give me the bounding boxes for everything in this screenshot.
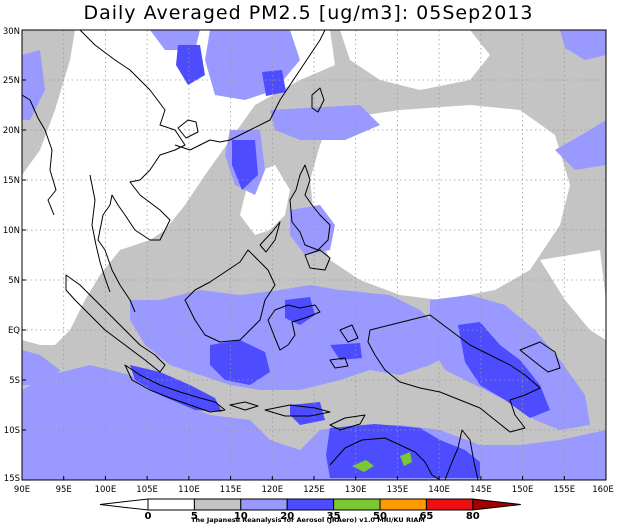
lon-tick-label: 155E	[553, 485, 575, 495]
colorbar-segment	[193, 498, 242, 511]
coastlines	[22, 30, 561, 480]
lon-tick-label: 105E	[136, 485, 158, 495]
lat-tick-label: 5N	[8, 276, 20, 286]
field-green-patch	[352, 460, 374, 472]
pm25-field	[22, 30, 606, 480]
field-green-patch-2	[400, 452, 412, 466]
coast-sulawesi	[267, 304, 321, 351]
lon-tick-label: 150E	[512, 485, 534, 495]
lon-tick-label: 130E	[345, 485, 367, 495]
colorbar-over-triangle	[472, 498, 521, 511]
colorbar-segment	[379, 498, 427, 511]
colorbar-label: 5	[191, 511, 198, 522]
map-title: Daily Averaged PM2.5 [ug/m3]: 05Sep2013	[83, 2, 534, 24]
colorbar-segment	[286, 498, 335, 511]
frame-ticks	[22, 79, 565, 480]
coast-indochina	[79, 30, 186, 313]
coast-india-myanmar	[22, 94, 57, 216]
coast-nusa-tenggara	[264, 404, 331, 417]
colorbar-segment	[333, 498, 381, 511]
lat-tick-label: EQ	[8, 326, 20, 336]
colorbar-label: 35	[327, 511, 341, 522]
lon-tick-label: 125E	[303, 485, 325, 495]
lat-tick-label: 30N	[3, 27, 20, 37]
coast-taiwan	[311, 87, 325, 113]
coast-new-guinea	[367, 314, 541, 433]
colorbar-label: 65	[419, 511, 433, 522]
lon-tick-label: 140E	[428, 485, 450, 495]
coast-java	[124, 364, 226, 413]
colorbar-label: 10	[234, 511, 248, 522]
coast-cape-york	[444, 429, 479, 480]
lon-tick-label: 95E	[56, 485, 72, 495]
coast-hainan	[177, 119, 199, 139]
credit-text: The Japanese Reanalysis for Aerosol (JRA…	[191, 516, 425, 524]
lon-tick-label: 145E	[470, 485, 492, 495]
coast-seram	[329, 357, 349, 369]
coast-halmahera	[339, 324, 359, 343]
lon-tick-label: 160E	[592, 485, 614, 495]
lon-tick-label: 135E	[387, 485, 409, 495]
coast-north-australia	[329, 437, 441, 480]
lat-tick-label: 5S	[9, 376, 20, 386]
colorbar-under-triangle	[99, 498, 149, 511]
coast-sumatra	[65, 274, 166, 373]
coast-palawan	[259, 221, 281, 253]
coast-timor	[329, 414, 366, 431]
lon-tick-label: 120E	[261, 485, 283, 495]
lat-tick-label: 20N	[3, 126, 20, 136]
coast-philippines	[289, 164, 331, 251]
coast-mindanao	[304, 249, 331, 271]
coast-bali-lombok	[229, 401, 259, 411]
colorbar-segment	[240, 498, 288, 511]
colorbar-label: 0	[145, 511, 152, 522]
coast-borneo	[184, 249, 276, 343]
lat-tick-label: 25N	[3, 76, 20, 86]
colorbar-label: 80	[466, 511, 480, 522]
colorbar-segment	[147, 498, 195, 511]
lon-tick-labels: 90E 95E 100E 105E 110E 115E 120E 125E 13…	[14, 485, 614, 495]
lat-tick-label: 15N	[3, 176, 20, 186]
lon-tick-label: 100E	[95, 485, 117, 495]
lat-tick-label: 15S	[4, 474, 20, 484]
lat-tick-label: 10S	[4, 426, 20, 436]
colorbar-label: 20	[280, 511, 294, 522]
colorbar-label: 50	[373, 511, 387, 522]
coast-new-britain	[519, 341, 561, 373]
lon-tick-label: 90E	[14, 485, 30, 495]
coast-myanmar-south	[89, 174, 111, 293]
coast-south-china	[174, 30, 326, 151]
colorbar-segment	[425, 498, 474, 511]
lat-tick-labels: 30N 25N 20N 15N 10N 5N EQ 5S 10S 15S	[3, 27, 20, 484]
lat-tick-label: 10N	[3, 226, 20, 236]
lon-tick-label: 115E	[220, 485, 242, 495]
lon-tick-label: 110E	[178, 485, 200, 495]
colorbar: 0 5 10 20 35 50 65 80	[99, 498, 521, 522]
